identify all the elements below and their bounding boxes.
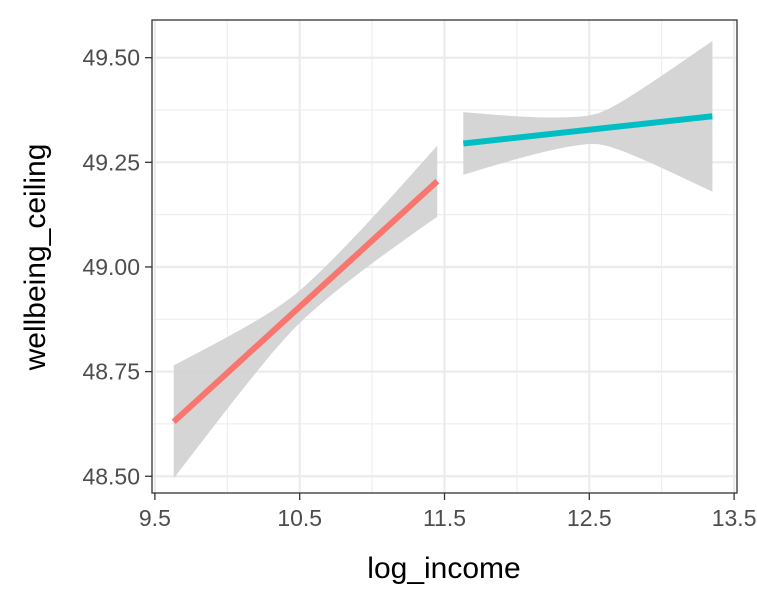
y-axis-title: wellbeing_ceiling: [19, 144, 52, 372]
x-tick-label: 11.5: [423, 505, 466, 531]
x-axis-title: log_income: [367, 552, 520, 585]
y-tick-label: 48.75: [82, 359, 140, 385]
x-tick-label: 13.5: [712, 505, 757, 531]
y-tick-label: 49.25: [82, 149, 140, 175]
y-tick-label: 48.50: [82, 463, 140, 489]
fit-line: [171, 178, 440, 425]
y-tick-label: 49.00: [82, 254, 140, 280]
x-tick-label: 10.5: [277, 505, 322, 531]
confidence-band: [463, 40, 713, 192]
x-tick-label: 9.5: [139, 505, 171, 531]
major-gridlines: [152, 20, 737, 493]
y-tick-label: 49.50: [82, 45, 140, 71]
x-axis-ticks: 9.5 10.5 11.5 12.5 13.5: [139, 493, 757, 531]
x-tick-label: 12.5: [567, 505, 612, 531]
fit-line: [462, 113, 713, 147]
confidence-ribbons: [173, 40, 713, 479]
confidence-band: [173, 145, 438, 479]
fit-lines: [171, 113, 713, 425]
y-axis-ticks: 48.50 48.75 49.00 49.25 49.50: [82, 45, 152, 489]
